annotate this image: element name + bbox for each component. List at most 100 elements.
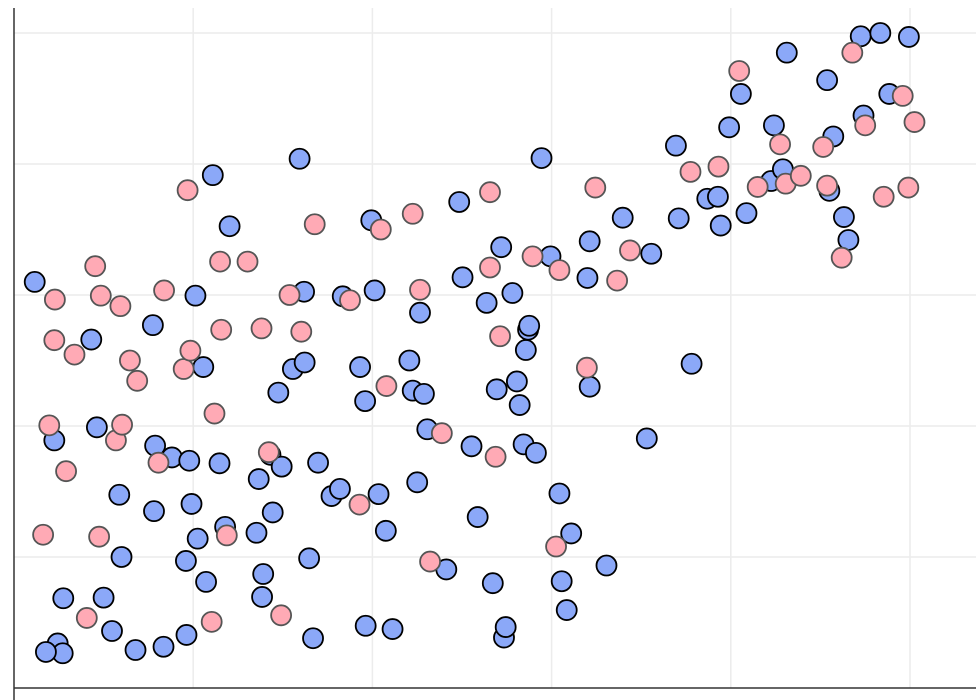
pink-data-point xyxy=(257,441,280,464)
blue-data-point xyxy=(595,554,618,577)
blue-data-point xyxy=(763,114,785,137)
pink-data-point xyxy=(278,284,301,306)
gridlines xyxy=(14,8,976,688)
pink-data-point xyxy=(545,535,567,558)
blue-data-point xyxy=(270,455,293,478)
blue-data-point xyxy=(518,314,541,337)
pink-data-point xyxy=(109,295,132,318)
pink-data-point xyxy=(769,133,791,156)
blue-data-point xyxy=(406,471,429,494)
pink-data-point xyxy=(63,343,86,366)
blue-data-point xyxy=(374,519,397,542)
blue-data-point xyxy=(409,301,431,324)
blue-data-point xyxy=(485,378,508,401)
blue-data-point xyxy=(897,26,920,48)
blue-data-point xyxy=(178,449,201,472)
blue-data-point xyxy=(451,266,474,289)
blue-data-point xyxy=(466,506,489,528)
pink-data-point xyxy=(897,176,920,199)
blue-data-point xyxy=(288,147,311,170)
pink-data-point xyxy=(348,493,371,516)
blue-data-point xyxy=(505,370,528,393)
blue-data-point xyxy=(667,207,690,230)
blue-data-point xyxy=(398,349,421,372)
pink-data-point xyxy=(707,155,730,178)
blue-data-point xyxy=(101,620,123,642)
blue-data-point xyxy=(195,570,217,593)
pink-data-point xyxy=(153,279,175,302)
pink-data-point xyxy=(489,325,511,348)
pink-data-point xyxy=(210,318,233,341)
blue-data-point xyxy=(833,206,855,228)
blue-data-point xyxy=(124,639,147,661)
blue-data-point xyxy=(869,22,892,44)
blue-data-point xyxy=(555,599,578,621)
pink-data-point xyxy=(584,176,607,199)
blue-data-point xyxy=(80,328,103,351)
pink-data-point xyxy=(89,284,112,307)
pink-data-point xyxy=(575,356,598,379)
pink-data-point xyxy=(209,250,231,273)
blue-data-point xyxy=(247,468,270,490)
blue-data-point xyxy=(23,270,46,293)
blue-data-point xyxy=(175,550,197,572)
pink-data-point xyxy=(38,414,61,437)
pink-data-point xyxy=(203,402,226,425)
blue-data-point xyxy=(186,527,209,550)
blue-data-point xyxy=(707,185,729,208)
pink-data-point xyxy=(812,136,835,158)
blue-data-point xyxy=(550,570,573,593)
blue-data-point xyxy=(307,451,329,474)
blue-data-point xyxy=(665,134,687,157)
blue-data-point xyxy=(251,586,273,608)
pink-data-point xyxy=(111,413,133,436)
pink-data-point xyxy=(484,445,507,468)
blue-data-point xyxy=(635,427,658,450)
pink-data-point xyxy=(270,604,293,627)
pink-data-point xyxy=(32,523,55,546)
blue-data-point xyxy=(816,69,839,92)
blue-data-point xyxy=(729,83,752,105)
pink-data-point xyxy=(215,524,238,547)
pink-data-point xyxy=(200,610,223,633)
blue-data-point xyxy=(481,572,504,595)
pink-data-point xyxy=(903,111,926,133)
blue-data-point xyxy=(298,547,321,570)
blue-data-point xyxy=(475,291,498,314)
pink-data-point xyxy=(841,41,864,64)
blue-data-point xyxy=(680,352,703,375)
data-points xyxy=(23,22,926,665)
pink-data-point xyxy=(606,269,629,292)
blue-data-point xyxy=(267,381,290,404)
blue-data-point xyxy=(35,641,57,663)
blue-data-point xyxy=(175,624,198,646)
pink-data-point xyxy=(75,607,98,629)
blue-data-point xyxy=(640,242,663,265)
blue-data-point xyxy=(252,563,275,585)
blue-data-point xyxy=(490,236,513,259)
pink-data-point xyxy=(303,213,326,236)
pink-data-point xyxy=(236,250,259,273)
blue-data-point xyxy=(363,279,386,302)
blue-data-point xyxy=(578,230,601,253)
pink-data-point xyxy=(479,256,501,279)
blue-data-point xyxy=(52,587,75,610)
pink-data-point xyxy=(43,329,66,352)
blue-data-point xyxy=(141,314,164,337)
blue-data-point xyxy=(208,452,231,475)
pink-data-point xyxy=(619,239,641,262)
blue-data-point xyxy=(349,356,371,378)
blue-data-point xyxy=(85,416,108,439)
pink-data-point xyxy=(147,451,170,474)
blue-data-point xyxy=(92,586,115,609)
pink-data-point xyxy=(789,164,812,187)
blue-data-point xyxy=(184,284,207,307)
blue-data-point xyxy=(413,383,435,405)
blue-data-point xyxy=(143,500,165,523)
blue-data-point xyxy=(329,477,351,500)
pink-data-point xyxy=(172,358,195,380)
pink-data-point xyxy=(176,179,199,202)
blue-data-point xyxy=(775,41,798,64)
pink-data-point xyxy=(339,289,361,312)
